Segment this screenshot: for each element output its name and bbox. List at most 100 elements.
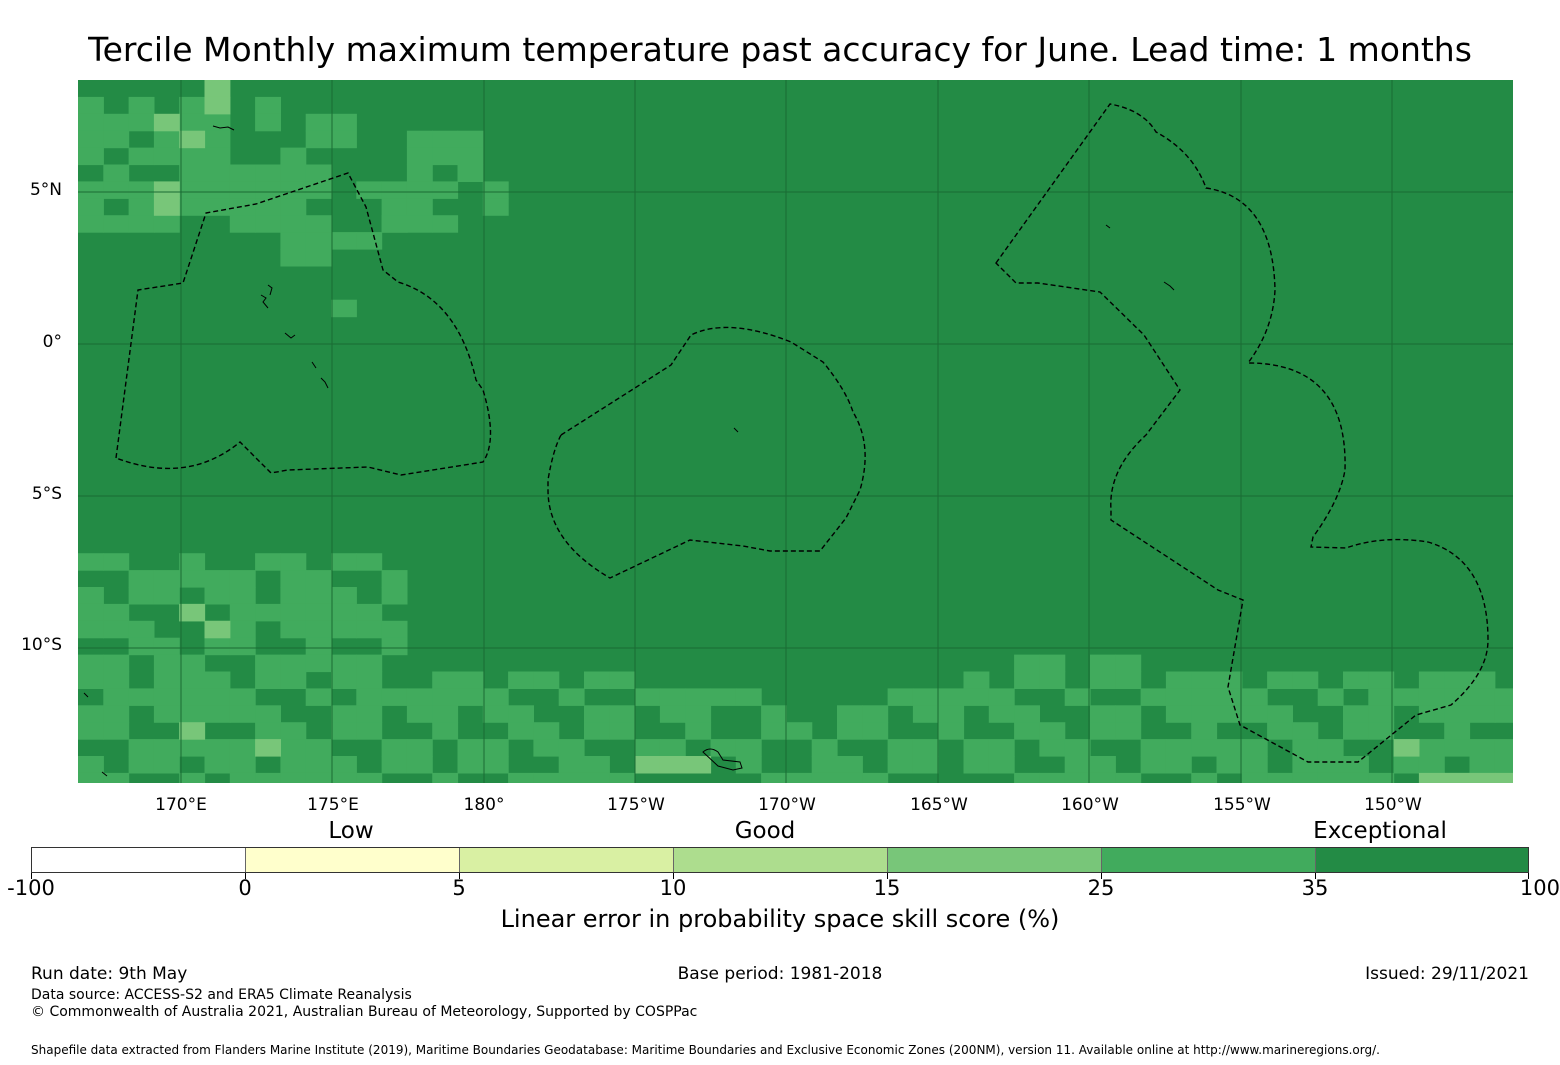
lon-label-175e: 175°E (307, 795, 359, 815)
grid-cell (659, 756, 686, 774)
grid-cell (381, 637, 408, 656)
grid-cell (179, 688, 206, 706)
grid-cell (103, 130, 130, 149)
eez-boundary-tokelau-samoa (547, 326, 866, 579)
grid-cell (735, 688, 762, 706)
grid-cell (305, 620, 332, 639)
grid-cell (204, 113, 231, 132)
grid-cell (356, 232, 383, 250)
grid-cell (786, 772, 813, 783)
grid-cell (1317, 688, 1344, 706)
grid-cell (78, 215, 104, 233)
grid-cell (179, 570, 206, 588)
grid-cell (457, 756, 484, 774)
grid-cell (179, 198, 206, 216)
grid-cell (204, 705, 231, 723)
grid-cell (1165, 756, 1192, 774)
grid-cell (1444, 722, 1471, 740)
grid-cell (1368, 671, 1395, 689)
grid-cell (305, 113, 332, 132)
map-title: Tercile Monthly maximum temperature past… (88, 30, 1472, 69)
colorbar-tick-label: 15 (873, 876, 901, 900)
grid-cell (1494, 705, 1513, 723)
colorbar-tick (245, 873, 246, 879)
grid-cell (331, 603, 357, 622)
island-coastlines (83, 125, 1175, 777)
grid-cell (735, 739, 762, 757)
grid-cell (432, 705, 459, 723)
grid-cell (280, 722, 307, 740)
grid-cell (331, 671, 357, 689)
grid-cell (1343, 722, 1369, 740)
grid-cell (938, 688, 965, 706)
grid-cell (255, 215, 281, 233)
grid-cell (78, 756, 104, 774)
grid-cell (406, 181, 433, 199)
colorbar (31, 847, 1529, 873)
category-low: Low (328, 818, 374, 844)
eez-boundaries (115, 103, 1489, 763)
grid-cell (1393, 688, 1420, 706)
grid-cell (229, 705, 256, 723)
grid-cell (457, 147, 484, 166)
grid-cell (1267, 772, 1293, 783)
grid-cell (255, 722, 281, 740)
grid-cell (153, 198, 180, 216)
grid-cell (1064, 739, 1091, 757)
grid-cell (1014, 671, 1040, 689)
grid-cell (103, 688, 130, 706)
grid-cell (305, 637, 332, 656)
grid-cell (128, 688, 155, 706)
grid-cell (1039, 739, 1066, 757)
grid-cell (837, 722, 863, 740)
grid-cell (179, 705, 206, 723)
colorbar-bin-15-25 (888, 848, 1102, 872)
grid-cell (1494, 739, 1513, 757)
grid-cell (432, 130, 459, 149)
grid-cell (78, 587, 104, 605)
grid-cell (1418, 772, 1445, 783)
grid-cell (887, 688, 914, 706)
grid-cell (331, 553, 357, 571)
lon-label-155w: 155°W (1213, 795, 1271, 815)
grid-cell (609, 772, 636, 783)
grid-cell (1317, 772, 1344, 783)
grid-cell (356, 181, 383, 199)
grid-cell (381, 620, 408, 639)
grid-cells (78, 80, 1513, 783)
grid-cell (558, 739, 585, 757)
colorbar-tick (673, 873, 674, 879)
grid-cell (609, 722, 636, 740)
grid-cell (1216, 705, 1243, 723)
colorbar-tick-label: 100 (1519, 876, 1560, 900)
colorbar-tick (1315, 873, 1316, 879)
lat-label-5n: 5°N (29, 180, 62, 200)
grid-cell (1368, 705, 1395, 723)
grid-cell (811, 756, 838, 774)
grid-cell (685, 688, 712, 706)
grid-cell (963, 739, 990, 757)
lon-label-175w: 175°W (607, 795, 665, 815)
grid-cell (1469, 671, 1496, 689)
grid-cell (204, 570, 231, 588)
grid-cell (988, 739, 1015, 757)
grid-cell (1216, 688, 1243, 706)
grid-cell (1393, 739, 1420, 757)
grid-cell (229, 215, 256, 233)
grid-cell (1267, 705, 1293, 723)
colorbar-bin-0-5 (246, 848, 460, 872)
grid-cell (912, 688, 939, 706)
grid-cell (255, 671, 281, 689)
grid-cell (229, 772, 256, 783)
grid-cell (1444, 739, 1471, 757)
category-good: Good (734, 818, 796, 844)
grid-cell (685, 756, 712, 774)
lon-label-160w: 160°W (1061, 795, 1119, 815)
colorbar-title: Linear error in probability space skill … (500, 905, 1060, 933)
grid-cell (280, 654, 307, 673)
grid-cell (482, 181, 509, 199)
grid-cell (153, 654, 180, 673)
grid-cell (331, 587, 357, 605)
grid-cell (331, 722, 357, 740)
grid-cell (305, 756, 332, 774)
